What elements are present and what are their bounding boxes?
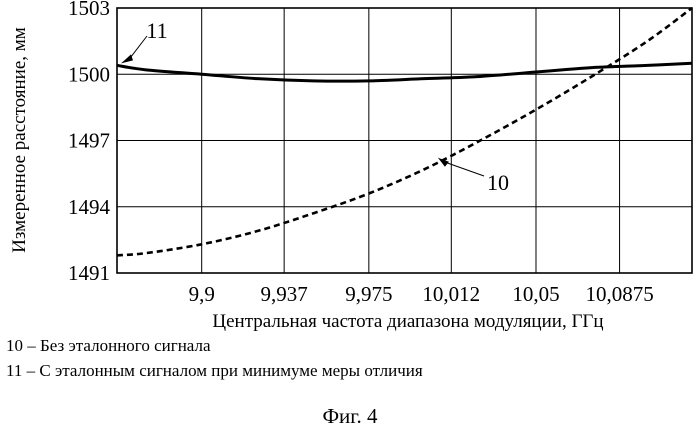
x-tick-label: 10,0875: [585, 282, 653, 306]
grid: [117, 8, 692, 273]
chart: 11 10 1491 1494 1497 1500 1503 9,9 9,937 9,975 1…: [0, 0, 700, 335]
x-tick-label: 10,012: [422, 282, 480, 306]
annotations: 11 10: [121, 18, 509, 195]
y-tick-label: 1500: [68, 62, 110, 86]
y-tick-label: 1494: [68, 195, 111, 219]
annotation-label-11: 11: [146, 18, 167, 43]
x-tick-label: 10,05: [512, 282, 559, 306]
x-tick-label: 9,975: [345, 282, 392, 306]
x-axis-label: Центральная частота диапазона модуляции,…: [212, 311, 603, 332]
legend-item-10: 10 – Без эталонного сигнала: [6, 336, 211, 356]
y-axis-label: Измеренное расстояние, мм: [9, 27, 30, 253]
x-tick-labels: 9,9 9,937 9,975 10,012 10,05 10,0875: [189, 282, 654, 306]
series-layer: [117, 8, 692, 255]
x-tick-label: 9,937: [261, 282, 308, 306]
annotation-label-10: 10: [487, 170, 509, 195]
annotation-arrowhead-11: [121, 54, 133, 63]
y-tick-label: 1503: [68, 0, 110, 20]
annotation-leader-10: [444, 162, 484, 176]
y-tick-label: 1491: [68, 261, 110, 285]
legend-item-11: 11 – С эталонным сигналом при минимуме м…: [6, 361, 423, 381]
series-line-11: [117, 63, 692, 81]
annotation-leader-11: [129, 36, 147, 59]
y-tick-label: 1497: [68, 129, 110, 153]
figure-caption: Фиг. 4: [0, 404, 700, 428]
x-tick-label: 9,9: [189, 282, 215, 306]
series-line-10: [117, 8, 692, 255]
y-tick-labels: 1491 1494 1497 1500 1503: [68, 0, 111, 285]
